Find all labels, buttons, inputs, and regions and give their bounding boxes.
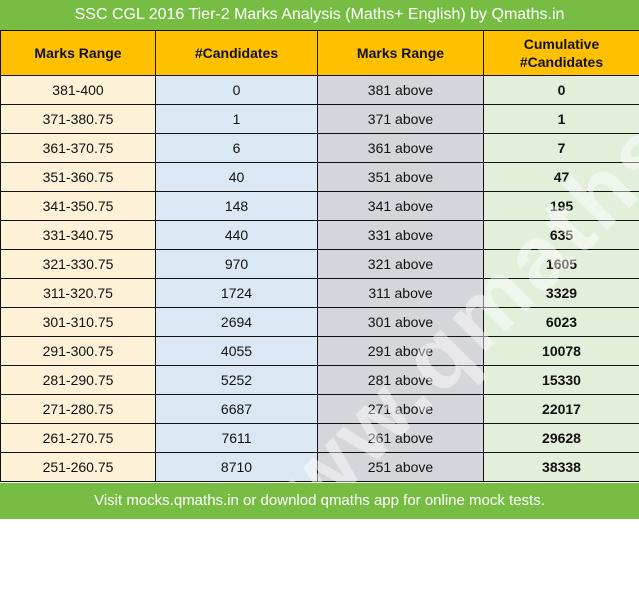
cell-candidates: 40 [156,163,318,192]
cell-marks-above: 321 above [318,250,484,279]
cell-marks-range: 261-270.75 [1,424,156,453]
cell-marks-above: 301 above [318,308,484,337]
cell-marks-above: 331 above [318,221,484,250]
cell-candidates: 4055 [156,337,318,366]
cell-marks-above: 291 above [318,337,484,366]
cell-candidates: 148 [156,192,318,221]
marks-table: Marks Range #Candidates Marks Range Cumu… [0,30,639,482]
cell-cumulative: 22017 [484,395,639,424]
cell-marks-above: 351 above [318,163,484,192]
page-title: SSC CGL 2016 Tier-2 Marks Analysis (Math… [0,0,639,31]
cell-candidates: 1724 [156,279,318,308]
cell-marks-range: 281-290.75 [1,366,156,395]
cell-marks-above: 381 above [318,76,484,105]
cell-marks-range: 271-280.75 [1,395,156,424]
cell-cumulative: 635 [484,221,639,250]
cell-marks-range: 311-320.75 [1,279,156,308]
header-cumulative-candidates: Cumulative #Candidates [484,31,639,76]
header-cumulative-line1: Cumulative [524,36,599,52]
cell-marks-range: 341-350.75 [1,192,156,221]
cell-candidates: 2694 [156,308,318,337]
header-marks-range: Marks Range [1,31,156,76]
cell-marks-above: 371 above [318,105,484,134]
cell-marks-range: 251-260.75 [1,453,156,482]
cell-cumulative: 15330 [484,366,639,395]
cell-marks-range: 351-360.75 [1,163,156,192]
cell-candidates: 6687 [156,395,318,424]
footer-banner: Visit mocks.qmaths.in or downlod qmaths … [0,483,639,519]
cell-cumulative: 3329 [484,279,639,308]
cell-cumulative: 0 [484,76,639,105]
cell-marks-above: 251 above [318,453,484,482]
cell-cumulative: 10078 [484,337,639,366]
cell-cumulative: 1 [484,105,639,134]
cell-marks-range: 321-330.75 [1,250,156,279]
cell-marks-range: 371-380.75 [1,105,156,134]
header-marks-range-above: Marks Range [318,31,484,76]
cell-cumulative: 7 [484,134,639,163]
cell-candidates: 970 [156,250,318,279]
cell-candidates: 0 [156,76,318,105]
cell-marks-range: 331-340.75 [1,221,156,250]
cell-cumulative: 195 [484,192,639,221]
cell-cumulative: 6023 [484,308,639,337]
cell-candidates: 5252 [156,366,318,395]
cell-candidates: 440 [156,221,318,250]
cell-marks-above: 281 above [318,366,484,395]
cell-cumulative: 29628 [484,424,639,453]
cell-marks-range: 291-300.75 [1,337,156,366]
cell-marks-above: 361 above [318,134,484,163]
cell-cumulative: 1605 [484,250,639,279]
cell-candidates: 8710 [156,453,318,482]
cell-marks-above: 271 above [318,395,484,424]
header-row: Marks Range #Candidates Marks Range Cumu… [1,31,639,76]
cell-marks-above: 341 above [318,192,484,221]
cell-candidates: 7611 [156,424,318,453]
header-cumulative-line2: #Candidates [520,54,603,70]
cell-marks-above: 261 above [318,424,484,453]
cell-cumulative: 38338 [484,453,639,482]
cell-marks-range: 361-370.75 [1,134,156,163]
cell-marks-above: 311 above [318,279,484,308]
cell-cumulative: 47 [484,163,639,192]
cell-candidates: 6 [156,134,318,163]
cell-marks-range: 301-310.75 [1,308,156,337]
cell-marks-range: 381-400 [1,76,156,105]
cell-candidates: 1 [156,105,318,134]
header-candidates: #Candidates [156,31,318,76]
